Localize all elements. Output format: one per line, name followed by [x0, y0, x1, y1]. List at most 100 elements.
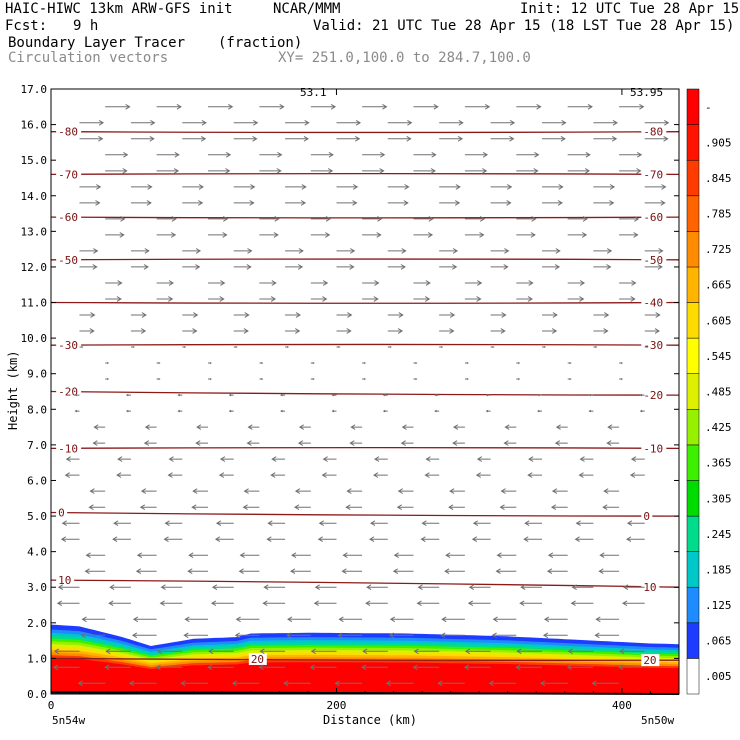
- wind-vector-391: [79, 135, 104, 142]
- wind-vector-9: [540, 680, 568, 687]
- wind-vector-314: [233, 248, 253, 254]
- isotherm-label-bg-2-1: [641, 509, 653, 522]
- wind-vector-22: [618, 664, 645, 671]
- wind-vector-382: [208, 151, 232, 158]
- wind-vector-28: [310, 648, 337, 655]
- wind-vector-271: [387, 312, 404, 318]
- wind-vector-86: [341, 568, 363, 575]
- wind-vector-411: [490, 119, 516, 126]
- wind-vector-268: [233, 312, 250, 318]
- wind-vector-119: [267, 520, 286, 527]
- colorbar-label-5: .305: [705, 492, 732, 505]
- colorbar-label-16: -: [705, 101, 712, 114]
- y-tick-label-2: 2.0: [27, 617, 47, 630]
- x-axis-title: Distance (km): [323, 713, 417, 727]
- wind-vector-84: [238, 568, 260, 575]
- wind-vector-2: [180, 680, 208, 687]
- wind-vector-387: [464, 151, 489, 158]
- wind-vector-69: [57, 584, 80, 591]
- wind-vector-398: [439, 135, 464, 142]
- y-tick-label-12: 12.0: [21, 261, 48, 274]
- wind-vector-317: [387, 248, 407, 254]
- y-tick-label-5: 5.0: [27, 510, 47, 523]
- isotherm-0: [50, 657, 680, 661]
- wind-vector-5: [334, 680, 363, 687]
- wind-vector-256: [233, 328, 249, 334]
- wind-vector-32: [516, 648, 542, 655]
- wind-vector-252: [644, 345, 649, 349]
- wind-vector-107: [266, 536, 286, 543]
- wind-vector-214: [434, 393, 440, 397]
- wind-vector-257: [285, 328, 301, 334]
- wind-vector-7: [437, 680, 465, 687]
- wind-vector-136: [550, 504, 568, 511]
- wind-vector-181: [503, 440, 517, 446]
- wind-vector-221: [208, 377, 212, 381]
- wind-vector-6: [385, 680, 414, 687]
- wind-vector-115: [61, 520, 80, 527]
- wind-vector-400: [542, 135, 566, 142]
- wind-vector-229: [619, 377, 624, 381]
- wind-vector-38: [234, 632, 260, 639]
- wind-vector-213: [382, 393, 388, 397]
- wind-vector-99: [445, 552, 465, 559]
- wind-vector-79: [571, 584, 594, 591]
- isotherm-label-bg-3-0: [56, 442, 82, 455]
- wind-vector-265: [79, 312, 96, 318]
- wind-vector-176: [246, 440, 260, 446]
- model-title: HAIC-HIWC 13km ARW-GFS init: [5, 1, 233, 17]
- wind-vector-169: [476, 456, 491, 462]
- wind-vector-129: [191, 504, 208, 511]
- wind-vector-215: [485, 393, 491, 397]
- wind-vector-377: [516, 168, 539, 174]
- wind-vector-240: [619, 361, 624, 365]
- wind-vector-359: [182, 184, 204, 190]
- wind-vector-93: [136, 552, 157, 559]
- wind-vector-179: [400, 440, 414, 446]
- y-tick-label-6: 6.0: [27, 474, 47, 487]
- wind-vector-141: [243, 488, 260, 494]
- wind-vector-186: [196, 424, 208, 430]
- colorbar-swatch-8: [686, 373, 700, 410]
- wind-vector-417: [208, 103, 234, 110]
- wind-vector-158: [527, 472, 542, 478]
- wind-vector-144: [397, 488, 414, 494]
- wind-vector-397: [387, 135, 412, 142]
- wind-vector-218: [639, 393, 645, 397]
- isotherm-2: [50, 511, 680, 517]
- wind-vector-422: [464, 103, 491, 110]
- wind-vector-366: [542, 184, 564, 190]
- wind-vector-380: [105, 151, 129, 158]
- wind-vector-253: [79, 328, 95, 334]
- wind-vector-103: [60, 536, 80, 543]
- wind-vector-198: [228, 409, 234, 413]
- colorbar-swatch-3: [686, 551, 700, 588]
- wind-vector-236: [413, 361, 418, 365]
- wind-vector-424: [567, 103, 593, 110]
- wind-vector-401: [593, 135, 618, 142]
- wind-vector-145: [449, 488, 465, 494]
- wind-vector-388: [516, 151, 540, 158]
- y-tick-label-8: 8.0: [27, 403, 47, 416]
- wind-vector-315: [285, 248, 304, 254]
- y-tick-label-1: 1.0: [27, 652, 47, 665]
- valid-time: Valid: 21 UTC Tue 28 Apr 15 (18 LST Tue …: [313, 18, 735, 34]
- colorbar-label-11: .665: [705, 279, 732, 292]
- wind-vector-371: [208, 168, 231, 174]
- wind-vector-369: [105, 168, 128, 174]
- wind-vector-340: [413, 216, 434, 222]
- wind-vector-423: [516, 103, 542, 110]
- wind-vector-407: [285, 119, 310, 126]
- y-tick-label-7: 7.0: [27, 439, 47, 452]
- colorbar-label-4: .245: [705, 528, 732, 541]
- wind-vector-135: [499, 504, 517, 511]
- y-tick-label-17: 17.0: [21, 83, 48, 96]
- wind-vector-67: [570, 600, 594, 607]
- wind-vector-231: [156, 361, 161, 365]
- wind-vector-292: [310, 280, 329, 286]
- wind-vector-296: [516, 280, 534, 286]
- wind-vector-187: [247, 424, 260, 430]
- wind-vector-182: [554, 440, 568, 446]
- wind-vector-389: [567, 151, 591, 158]
